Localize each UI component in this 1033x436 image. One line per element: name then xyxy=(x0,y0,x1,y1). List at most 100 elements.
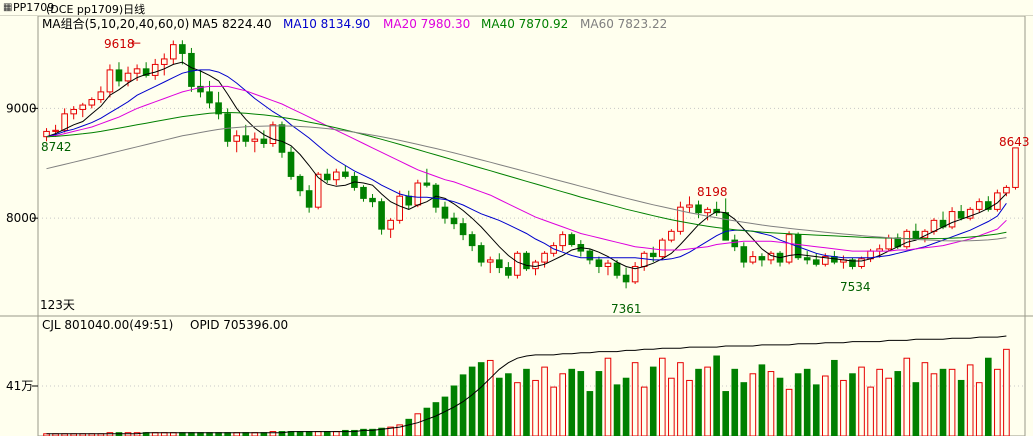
volume-bar xyxy=(432,402,440,436)
volume-bar xyxy=(468,366,476,436)
volume-bar xyxy=(885,377,893,436)
candle-body xyxy=(296,175,304,192)
volume-bar xyxy=(541,366,548,436)
candle-body xyxy=(260,138,268,144)
candle-body xyxy=(930,219,938,232)
volume-bar xyxy=(894,371,902,436)
candle-body xyxy=(613,262,621,276)
candle-body xyxy=(70,108,78,115)
candle-body xyxy=(514,252,521,276)
candle-body xyxy=(677,206,684,232)
candle-body xyxy=(468,234,476,247)
candle-body xyxy=(179,44,186,54)
candle-body xyxy=(966,208,974,219)
legend-ma20: MA20 7980.30 xyxy=(383,17,470,31)
candle-body xyxy=(812,259,820,265)
volume-bar xyxy=(803,368,811,436)
volume-bar xyxy=(495,377,503,436)
volume-bar xyxy=(921,362,929,436)
volume-bar xyxy=(912,382,920,436)
volume-bar xyxy=(613,384,621,436)
candle-body xyxy=(215,102,222,115)
chart-menu-icon[interactable]: ▦ xyxy=(3,2,13,13)
volume-bar xyxy=(984,357,992,436)
volume-bar xyxy=(332,431,340,436)
volume-bar xyxy=(360,428,367,436)
annotation-high-arrow: ← xyxy=(131,36,141,50)
candle-body xyxy=(360,186,367,199)
volume-bar xyxy=(441,396,449,436)
volume-bar xyxy=(831,359,838,436)
candle-body xyxy=(323,173,331,181)
volume-bar xyxy=(631,362,639,436)
volume-bar xyxy=(840,379,847,436)
candle-body xyxy=(948,211,956,228)
candle-body xyxy=(622,274,630,283)
volume-bar xyxy=(785,388,793,436)
volume-bar xyxy=(658,357,666,436)
volume-bar xyxy=(876,368,883,436)
candle-body xyxy=(631,265,639,283)
candle-body xyxy=(369,197,376,203)
legend-ma10: MA10 8134.90 xyxy=(283,17,370,31)
volume-bar xyxy=(994,368,1001,436)
volume-bar xyxy=(305,431,313,436)
window-titlebar: ▦ PP1709 (DCE pp1709)日线 xyxy=(0,0,1033,16)
ma-line-ma20 xyxy=(46,85,1007,252)
candle-body xyxy=(495,259,503,269)
volume-bar xyxy=(405,418,413,436)
candle-body xyxy=(242,135,250,142)
candle-body xyxy=(224,113,231,142)
volume-bar xyxy=(423,407,431,436)
candle-body xyxy=(1012,147,1019,188)
ma-line-ma40 xyxy=(46,111,1007,240)
volume-bar xyxy=(369,428,376,436)
candle-body xyxy=(169,44,177,60)
volume-bar xyxy=(948,368,956,436)
candle-body xyxy=(106,69,114,93)
candle-body xyxy=(251,138,259,142)
volume-bar xyxy=(930,373,938,436)
ma-legend: MA组合(5,10,20,40,60,0) MA5 8224.40 MA10 8… xyxy=(42,16,667,31)
volume-bar xyxy=(342,429,349,436)
volume-bar xyxy=(604,357,612,436)
ma-line-ma5 xyxy=(46,61,1007,270)
candle-body xyxy=(740,246,748,263)
volume-bar xyxy=(314,431,322,436)
price-tick-9000: 9000 xyxy=(6,101,37,115)
candle-body xyxy=(314,173,322,208)
candle-body xyxy=(97,91,105,101)
candle-body xyxy=(305,190,313,208)
price-tick-8000: 8000 xyxy=(6,211,37,225)
candle-body xyxy=(133,68,141,74)
candle-body xyxy=(722,212,730,241)
ma-group-label: MA组合(5,10,20,40,60,0) xyxy=(42,16,189,31)
candle-body xyxy=(459,223,467,236)
volume-bar xyxy=(296,431,304,436)
volume-bar xyxy=(550,386,557,436)
candle-body xyxy=(477,245,485,263)
candle-body xyxy=(957,211,965,219)
candle-body xyxy=(342,171,349,177)
candle-body xyxy=(885,237,893,250)
kline-chart[interactable]: 9000 8000 41万 MA组合(5,10,20,40,60,0) MA5 … xyxy=(0,16,1033,436)
annotation-first: 8742 xyxy=(41,140,72,154)
ma-lines xyxy=(46,61,1007,270)
candle-body xyxy=(731,239,739,248)
candle-body xyxy=(532,261,539,270)
candle-body xyxy=(115,69,123,82)
volume-bar xyxy=(532,379,539,436)
candle-body xyxy=(387,219,394,230)
candle-body xyxy=(287,151,295,177)
candle-body xyxy=(378,201,385,230)
candle-body xyxy=(233,135,241,142)
volume-bar xyxy=(849,373,856,436)
days-count-label: 123天 xyxy=(40,298,75,312)
candle-body xyxy=(486,259,494,263)
volume-bar xyxy=(731,368,739,436)
volume-bar xyxy=(867,386,874,436)
candle-body xyxy=(450,217,458,225)
candle-body xyxy=(686,204,693,208)
volume-bar xyxy=(595,371,603,436)
volume-bar xyxy=(477,362,485,436)
